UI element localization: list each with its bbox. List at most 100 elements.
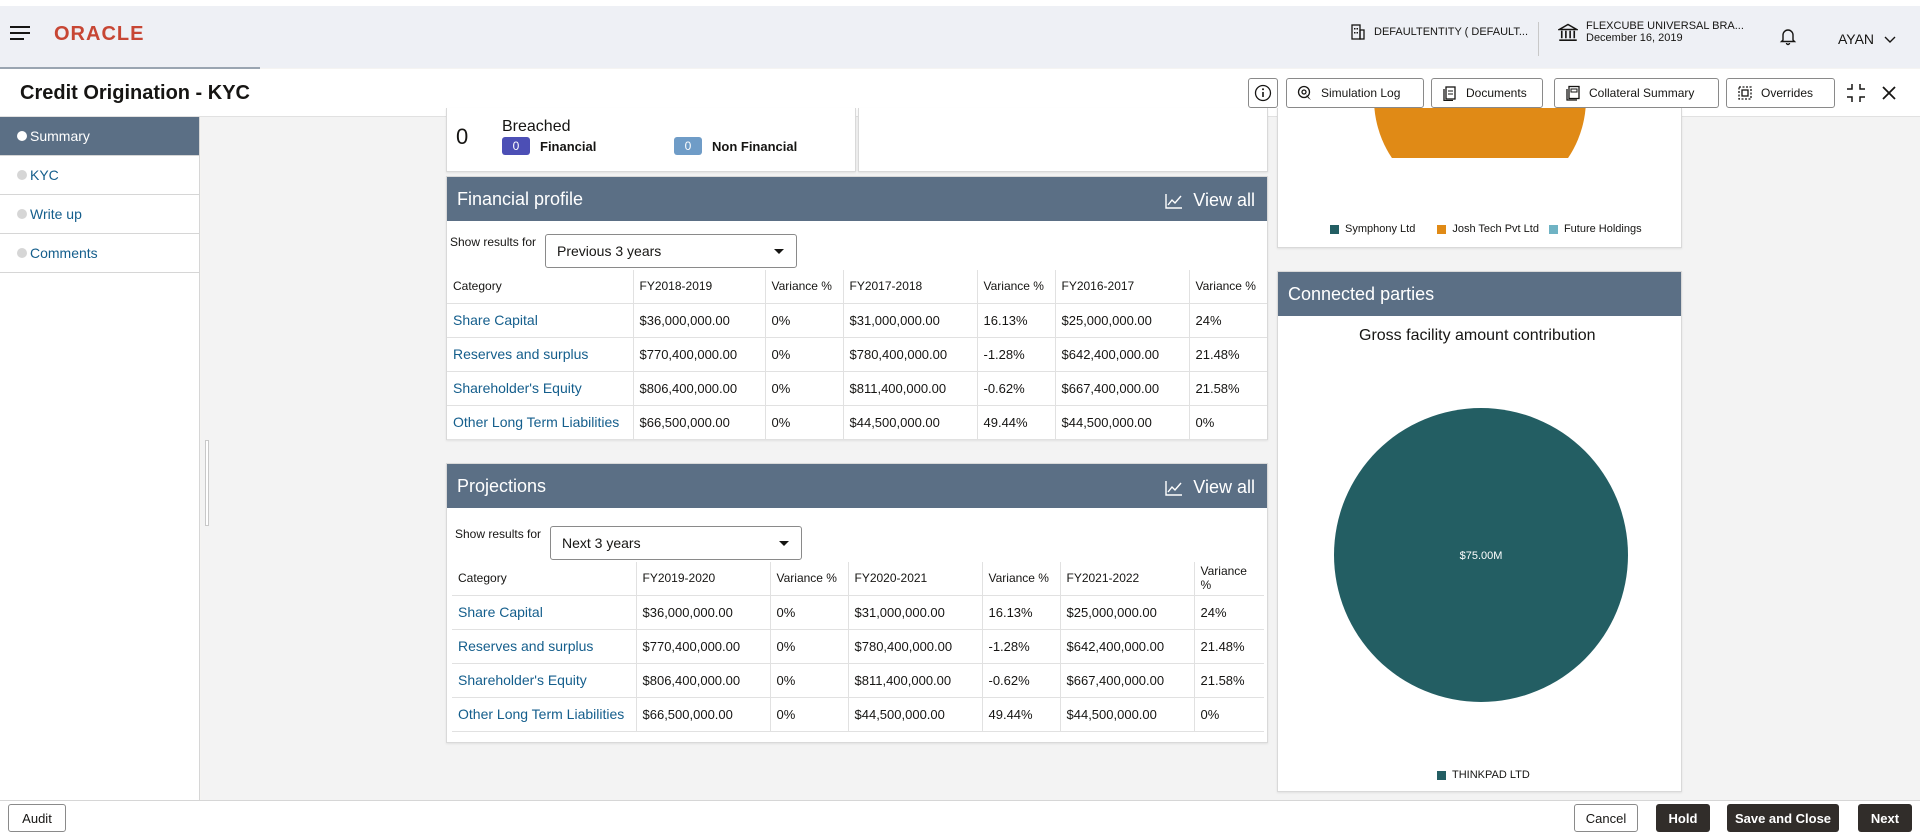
hold-button[interactable]: Hold <box>1656 804 1710 832</box>
table-cell: $806,400,000.00 <box>636 663 771 698</box>
table-cell: $770,400,000.00 <box>633 337 766 372</box>
oracle-logo: ORACLE <box>54 23 145 45</box>
table-row: Other Long Term Liabilities $66,500,000.… <box>452 697 1264 732</box>
table-cell: 0% <box>765 405 844 440</box>
financial-view-all-link[interactable]: View all <box>1165 190 1255 211</box>
info-icon <box>1254 84 1272 102</box>
legend-label: Future Holdings <box>1563 223 1642 235</box>
nav-step-indicator <box>17 170 27 180</box>
info-button[interactable] <box>1248 78 1278 108</box>
table-cell: $66,500,000.00 <box>633 405 766 440</box>
header-divider <box>1538 22 1539 56</box>
category-link[interactable]: Share Capital <box>447 303 634 338</box>
table-row: Other Long Term Liabilities $66,500,000.… <box>447 405 1267 440</box>
legend-swatch <box>1437 770 1446 780</box>
column-header: Variance % <box>765 270 844 304</box>
nav-item-comments[interactable]: Comments <box>0 234 199 273</box>
table-cell: $780,400,000.00 <box>843 337 978 372</box>
user-menu[interactable]: AYAN <box>1838 31 1896 47</box>
nav-item-label: Write up <box>30 206 82 222</box>
nav-step-indicator <box>17 209 27 219</box>
non-financial-count-badge: 0 <box>674 137 702 155</box>
category-link[interactable]: Other Long Term Liabilities <box>452 697 637 732</box>
column-header: Variance % <box>1189 270 1267 304</box>
nav-item-kyc[interactable]: KYC <box>0 156 199 195</box>
collateral-summary-button[interactable]: Collateral Summary <box>1554 78 1719 108</box>
category-link[interactable]: Shareholder's Equity <box>447 371 634 406</box>
audit-button[interactable]: Audit <box>8 804 66 832</box>
table-cell: 0% <box>765 337 844 372</box>
group-chart-legend: Symphony Ltd Josh Tech Pvt Ltd Future Ho… <box>1330 223 1642 235</box>
table-row: Shareholder's Equity $806,400,000.00 0% … <box>447 371 1267 406</box>
column-header: FY2021-2022 <box>1060 562 1195 596</box>
non-financial-label: Non Financial <box>712 139 798 154</box>
documents-icon <box>1443 86 1456 101</box>
table-cell: $770,400,000.00 <box>636 629 771 664</box>
group-pie-chart <box>1374 108 1586 158</box>
category-link[interactable]: Reserves and surplus <box>447 337 634 372</box>
table-row: Share Capital $36,000,000.00 0% $31,000,… <box>447 303 1267 338</box>
table-header-row: Category FY2019-2020 Variance % FY2020-2… <box>452 562 1264 596</box>
category-link[interactable]: Share Capital <box>452 595 637 630</box>
show-results-label: Show results for <box>450 235 537 249</box>
next-button[interactable]: Next <box>1858 804 1912 832</box>
table-cell: 21.48% <box>1194 629 1264 664</box>
pie-slice-label: $75.00M <box>1460 550 1503 562</box>
line-chart-icon <box>1165 480 1183 496</box>
overrides-button[interactable]: Overrides <box>1726 78 1835 108</box>
table-cell: 0% <box>770 697 849 732</box>
nav-item-summary[interactable]: Summary <box>0 117 199 156</box>
period-select[interactable]: Previous 3 years <box>545 234 797 268</box>
table-cell: -0.62% <box>977 371 1056 406</box>
splitter-handle[interactable] <box>205 440 209 526</box>
simulation-icon <box>1297 85 1311 100</box>
table-cell: $25,000,000.00 <box>1055 303 1190 338</box>
group-exposure-panel: Symphony Ltd Josh Tech Pvt Ltd Future Ho… <box>1277 108 1682 248</box>
chevron-down-icon <box>1884 36 1896 43</box>
simulation-log-button[interactable]: Simulation Log <box>1286 78 1424 108</box>
save-and-close-button[interactable]: Save and Close <box>1727 804 1839 832</box>
column-header: Variance % <box>770 562 849 596</box>
connected-parties-title: Connected parties <box>1288 284 1435 304</box>
category-link[interactable]: Other Long Term Liabilities <box>447 405 634 440</box>
bell-icon[interactable] <box>1778 26 1798 46</box>
table-cell: $31,000,000.00 <box>843 303 978 338</box>
limits-panel-secondary <box>858 108 1268 172</box>
table-cell: 0% <box>1194 697 1264 732</box>
table-cell: $667,400,000.00 <box>1055 371 1190 406</box>
projections-view-all-link[interactable]: View all <box>1165 477 1255 498</box>
hamburger-icon[interactable] <box>10 26 32 42</box>
cancel-button[interactable]: Cancel <box>1574 804 1638 832</box>
table-cell: 49.44% <box>982 697 1061 732</box>
nav-step-indicator <box>17 131 27 141</box>
category-link[interactable]: Shareholder's Equity <box>452 663 637 698</box>
table-row: Share Capital $36,000,000.00 0% $31,000,… <box>452 595 1264 630</box>
pie-slice-thinkpad[interactable] <box>1334 408 1628 702</box>
table-cell: $44,500,000.00 <box>848 697 983 732</box>
chart-title: Gross facility amount contribution <box>1359 327 1596 344</box>
table-cell: 21.48% <box>1189 337 1267 372</box>
branch-date: December 16, 2019 <box>1586 32 1683 44</box>
category-link[interactable]: Reserves and surplus <box>452 629 637 664</box>
table-cell: 21.58% <box>1189 371 1267 406</box>
footer-bar: Audit Cancel Hold Save and Close Next <box>0 800 1920 834</box>
legend-label: Symphony Ltd <box>1345 223 1416 235</box>
table-cell: 21.58% <box>1194 663 1264 698</box>
branch-selector[interactable]: FLEXCUBE UNIVERSAL BRA... December 16, 2… <box>1558 20 1744 44</box>
table-cell: 0% <box>1189 405 1267 440</box>
legend-swatch <box>1330 224 1339 234</box>
documents-button[interactable]: Documents <box>1431 78 1543 108</box>
table-cell: $25,000,000.00 <box>1060 595 1195 630</box>
connected-parties-legend: THINKPAD LTD <box>1437 769 1530 781</box>
nav-item-label: KYC <box>30 167 59 183</box>
table-cell: $31,000,000.00 <box>848 595 983 630</box>
nav-item-write-up[interactable]: Write up <box>0 195 199 234</box>
collapse-icon[interactable] <box>1844 81 1868 105</box>
table-cell: $66,500,000.00 <box>636 697 771 732</box>
column-header: Variance % <box>982 562 1061 596</box>
close-icon[interactable] <box>1877 81 1901 105</box>
entity-selector[interactable]: DEFAULTENTITY ( DEFAULT... <box>1350 24 1528 40</box>
projection-period-select[interactable]: Next 3 years <box>550 526 802 560</box>
breached-label: Breached <box>502 118 571 135</box>
financial-profile-title: Financial profile <box>457 189 584 209</box>
